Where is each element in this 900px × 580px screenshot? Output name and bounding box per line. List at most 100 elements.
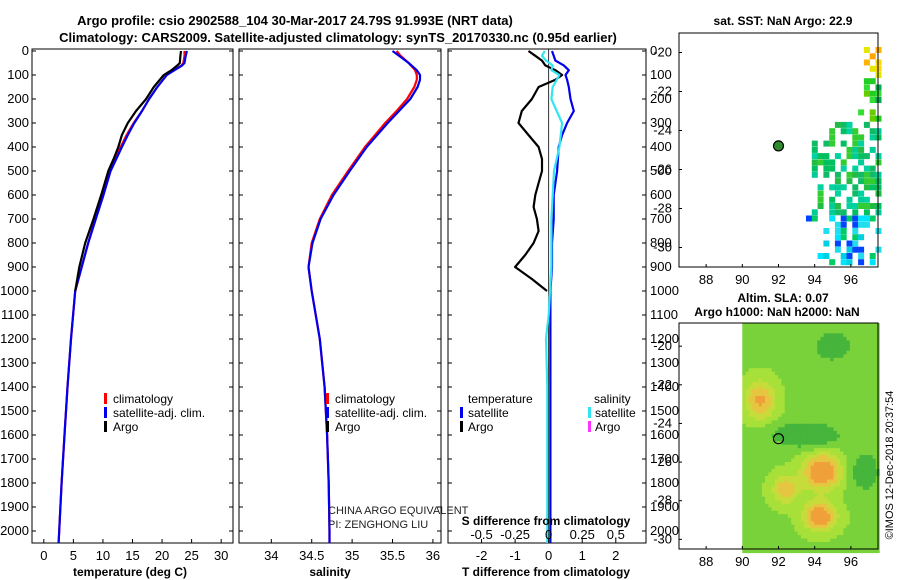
sla-cell [748,521,753,526]
sla-cell [827,479,831,484]
sla-cell [853,476,857,481]
sla-cell [817,434,822,439]
sla-cell [849,479,854,484]
sla-cell [856,444,861,449]
sla-cell [787,514,792,519]
sla-cell [765,507,769,512]
sla-cell [833,472,838,477]
sla-cell [840,514,844,519]
sla-cell [758,489,763,494]
sla-cell [804,479,809,484]
sla-cell [800,406,805,411]
sla-cell [768,441,773,446]
sla-cell [784,496,789,501]
sla-cell [800,545,805,550]
sla-cell [765,416,769,421]
sla-cell [810,399,815,404]
sla-cell [804,493,809,498]
sla-cell [761,486,766,491]
sla-cell [784,465,789,470]
sla-cell [833,343,838,348]
sla-cell [797,486,802,491]
sla-cell [778,392,782,397]
depth-tick-label: 1500 [650,403,679,418]
sla-cell [787,413,792,418]
sla-cell [797,427,802,432]
sla-cell [791,517,796,522]
sla-cell [791,531,796,536]
sst-cell [834,190,841,197]
sla-cell [804,330,809,335]
sla-cell [787,378,792,383]
sla-cell [745,493,750,498]
sla-cell [794,545,799,550]
sla-cell [755,542,760,547]
sla-cell [800,343,805,348]
sla-cell [752,343,756,348]
sla-cell [836,375,841,380]
sla-cell [820,486,825,491]
sla-cell [765,514,769,519]
sla-cell [820,340,825,345]
sla-cell [830,486,835,491]
sla-cell [823,486,828,491]
sla-cell [784,340,789,345]
sla-cell [823,528,828,533]
sst-cell [863,165,870,172]
sla-cell [742,409,747,414]
sla-cell [843,503,848,508]
sla-cell [869,489,874,494]
sla-cell [745,323,750,328]
sla-cell [748,503,753,508]
sla-cell [778,420,782,425]
sla-cell [853,524,857,529]
sla-cell [752,521,756,526]
sla-cell [742,430,747,435]
sla-cell [745,336,750,341]
sla-cell [869,403,874,408]
sla-cell [758,455,763,460]
sla-cell [872,489,877,494]
sst-cell [840,228,847,234]
sla-cell [742,423,747,428]
sla-cell [781,458,786,463]
sla-cell [827,458,831,463]
sla-cell [752,347,756,352]
sla-cell [797,510,802,515]
sla-cell [774,364,779,369]
sla-cell [820,350,825,355]
sla-cell [804,496,809,501]
sla-cell [830,469,835,474]
sla-cell [804,413,809,418]
depth-tick-label: 1700 [650,451,679,466]
sla-cell [800,392,805,397]
sla-cell [836,361,841,366]
sst-cell [840,140,847,147]
sla-cell [862,416,867,421]
sla-cell [768,326,773,331]
sla-cell [781,420,786,425]
sla-cell [804,382,809,387]
sla-cell [765,451,769,456]
sla-cell [814,434,818,439]
sla-cell [800,479,805,484]
sla-cell [778,361,782,366]
sla-cell [833,482,838,487]
sla-cell [774,476,779,481]
sla-cell [814,489,818,494]
sla-cell [748,330,753,335]
sla-cell [742,496,747,501]
sla-cell [768,368,773,373]
sla-cell [791,448,796,453]
sla-cell [843,430,848,435]
sla-cell [810,524,815,529]
sla-cell [774,482,779,487]
sla-cell [745,503,750,508]
sla-cell [853,458,857,463]
sla-cell [768,524,773,529]
sla-cell [752,528,756,533]
sla-cell [784,368,789,373]
sla-cell [820,385,825,390]
sla-cell [791,455,796,460]
sla-cell [794,517,799,522]
